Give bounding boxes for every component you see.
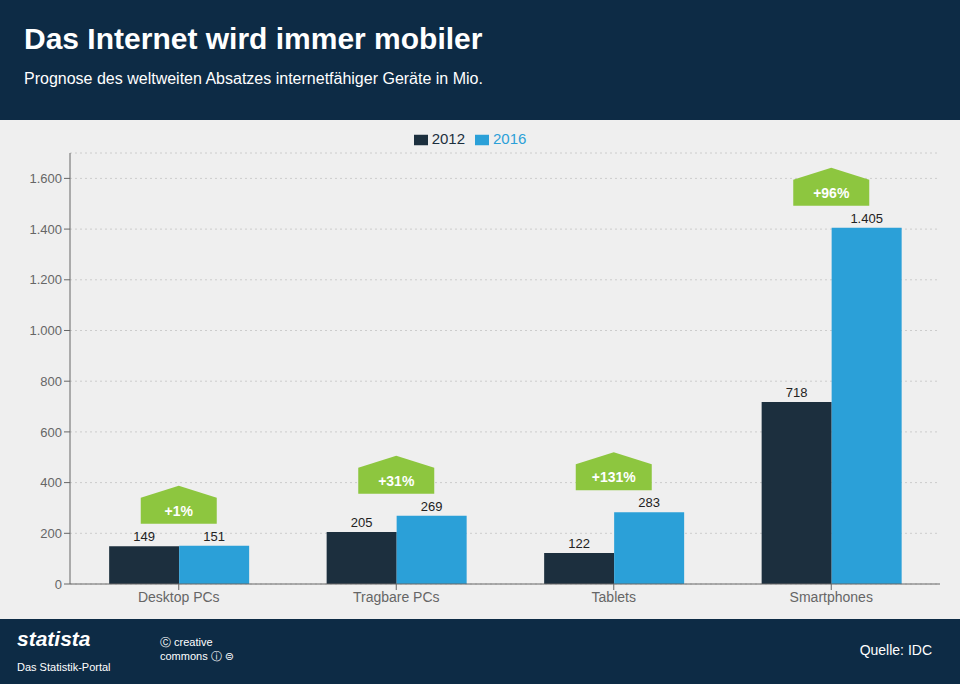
svg-text:1.000: 1.000 — [29, 323, 62, 338]
svg-text:+31%: +31% — [378, 473, 415, 489]
html-text:Quelle: IDC: Quelle: IDC — [859, 642, 932, 658]
svg-text:269: 269 — [421, 499, 443, 514]
svg-text:205: 205 — [351, 515, 373, 530]
svg-text:0: 0 — [55, 577, 62, 592]
html-text:2012: 2012 — [431, 130, 465, 147]
svg-text:Desktop PCs: Desktop PCs — [138, 589, 220, 605]
svg-text:149: 149 — [133, 529, 155, 544]
html-text:Das Statistik-Portal: Das Statistik-Portal — [17, 661, 111, 673]
svg-text:400: 400 — [40, 475, 62, 490]
svg-text:200: 200 — [40, 526, 62, 541]
html-text:statista: statista — [17, 627, 91, 650]
svg-text:1.600: 1.600 — [29, 171, 62, 186]
html-text:Das Internet wird immer mobile: Das Internet wird immer mobiler — [24, 22, 483, 55]
svg-text:1.200: 1.200 — [29, 272, 62, 287]
svg-text:122: 122 — [568, 536, 590, 551]
svg-text:600: 600 — [40, 425, 62, 440]
svg-text:151: 151 — [203, 529, 225, 544]
html-text:Ⓒ creative commons ⓘ ⊜: Ⓒ creative commons ⓘ ⊜ — [160, 636, 234, 662]
html-text:Prognose des weltweiten Absatz: Prognose des weltweiten Absatzes interne… — [24, 70, 483, 87]
svg-text:+96%: +96% — [813, 185, 850, 201]
svg-text:1.400: 1.400 — [29, 222, 62, 237]
html-text:2016: 2016 — [493, 130, 527, 147]
svg-text:Tragbare PCs: Tragbare PCs — [353, 589, 440, 605]
svg-text:1.405: 1.405 — [850, 211, 883, 226]
svg-text:283: 283 — [638, 495, 660, 510]
svg-text:Smartphones: Smartphones — [790, 589, 873, 605]
svg-text:718: 718 — [786, 385, 808, 400]
svg-text:+1%: +1% — [165, 503, 194, 519]
svg-text:Tablets: Tablets — [592, 589, 636, 605]
svg-text:+131%: +131% — [592, 469, 637, 485]
svg-text:800: 800 — [40, 374, 62, 389]
